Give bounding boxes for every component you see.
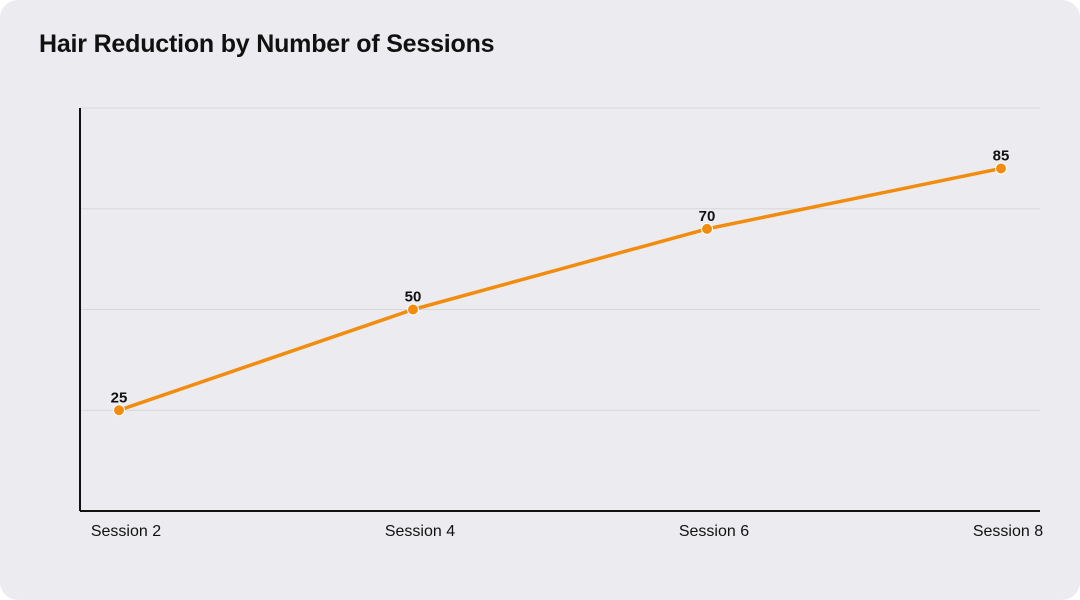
x-tick-label: Session 4 — [385, 523, 455, 540]
series — [113, 162, 1007, 417]
x-tick-labels: Session 2 Session 4 Session 6 Session 8 — [91, 523, 1043, 540]
x-tick-label: Session 6 — [679, 523, 749, 540]
chart-title: Hair Reduction by Number of Sessions — [39, 30, 495, 58]
data-label: 25 — [111, 389, 128, 406]
data-point — [113, 404, 125, 417]
data-label: 85 — [993, 147, 1010, 164]
gridlines — [80, 107, 1040, 411]
data-point — [701, 222, 713, 235]
data-labels: 25 50 70 85 — [111, 147, 1010, 406]
series-line — [117, 166, 1003, 412]
x-tick-label: Session 8 — [973, 523, 1043, 540]
data-point — [407, 303, 419, 316]
x-tick-label: Session 2 — [91, 523, 161, 540]
axes — [79, 108, 1040, 512]
data-label: 70 — [699, 208, 716, 225]
data-label: 50 — [405, 289, 422, 306]
data-point — [995, 162, 1007, 175]
